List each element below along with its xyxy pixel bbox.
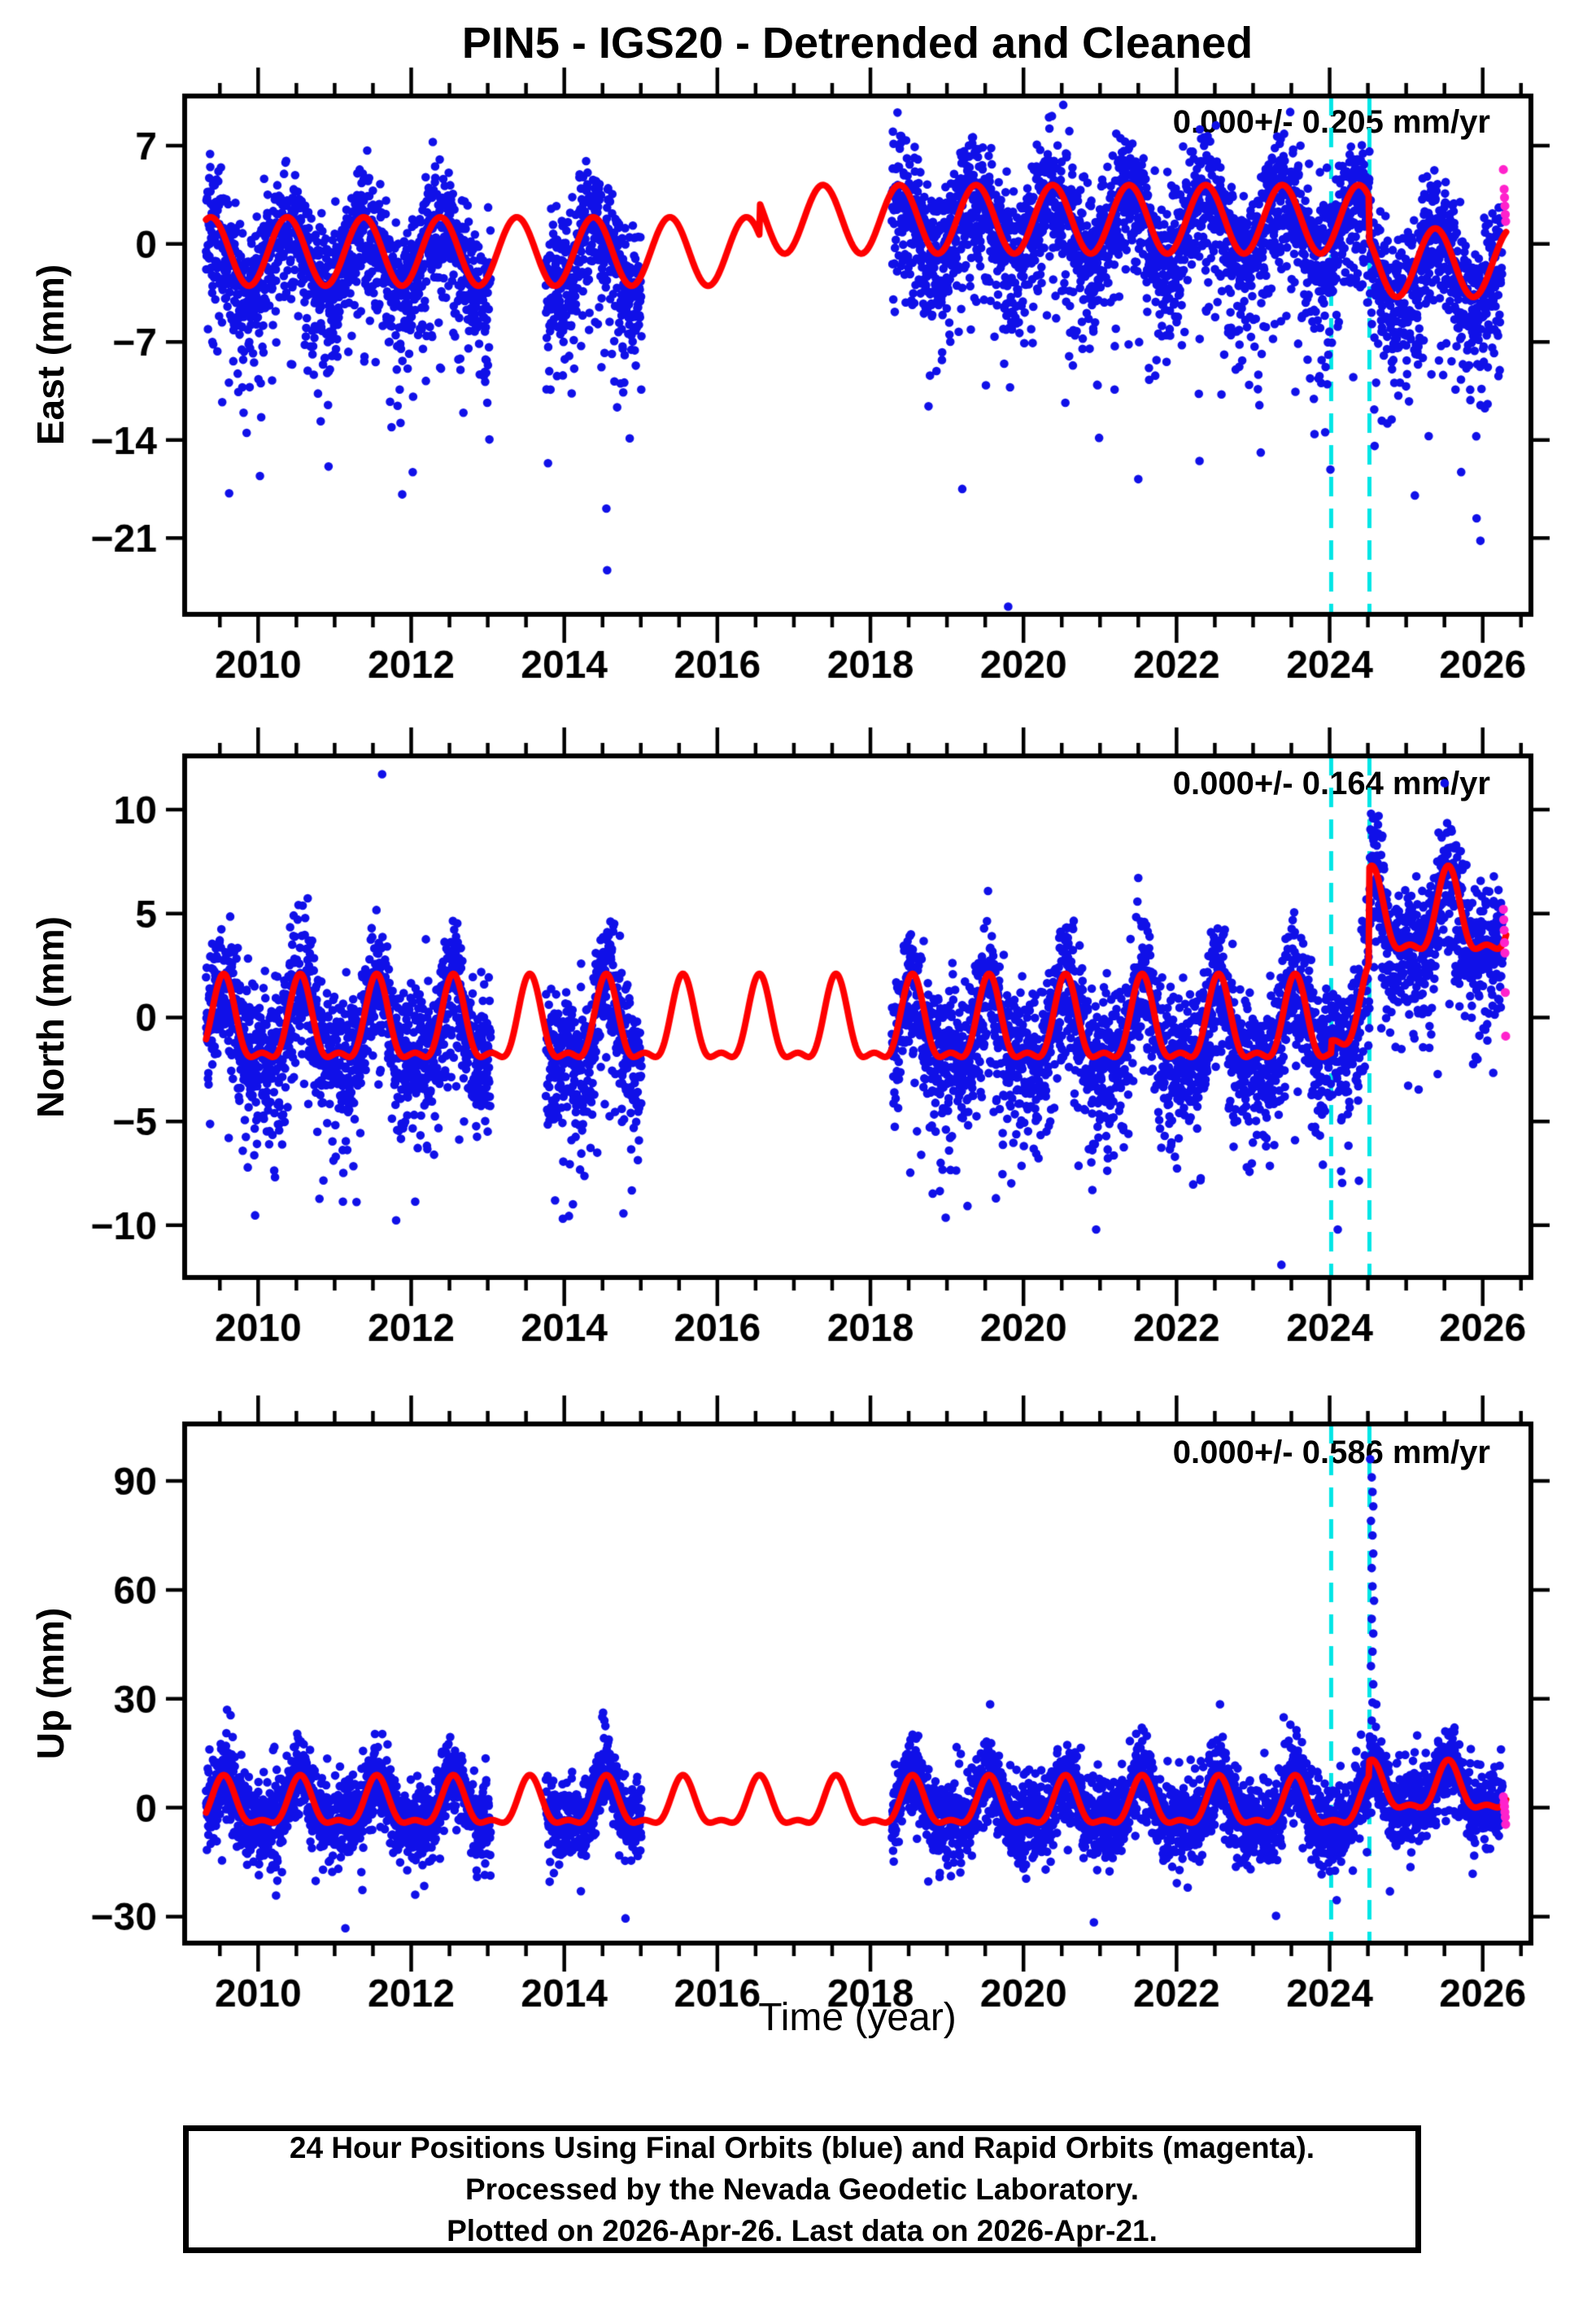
gps-timeseries-page: PIN5 - IGS20 - Detrended and Cleaned 0.0… [0,0,1596,2306]
gps-position-chart-canvas [0,0,1596,2306]
